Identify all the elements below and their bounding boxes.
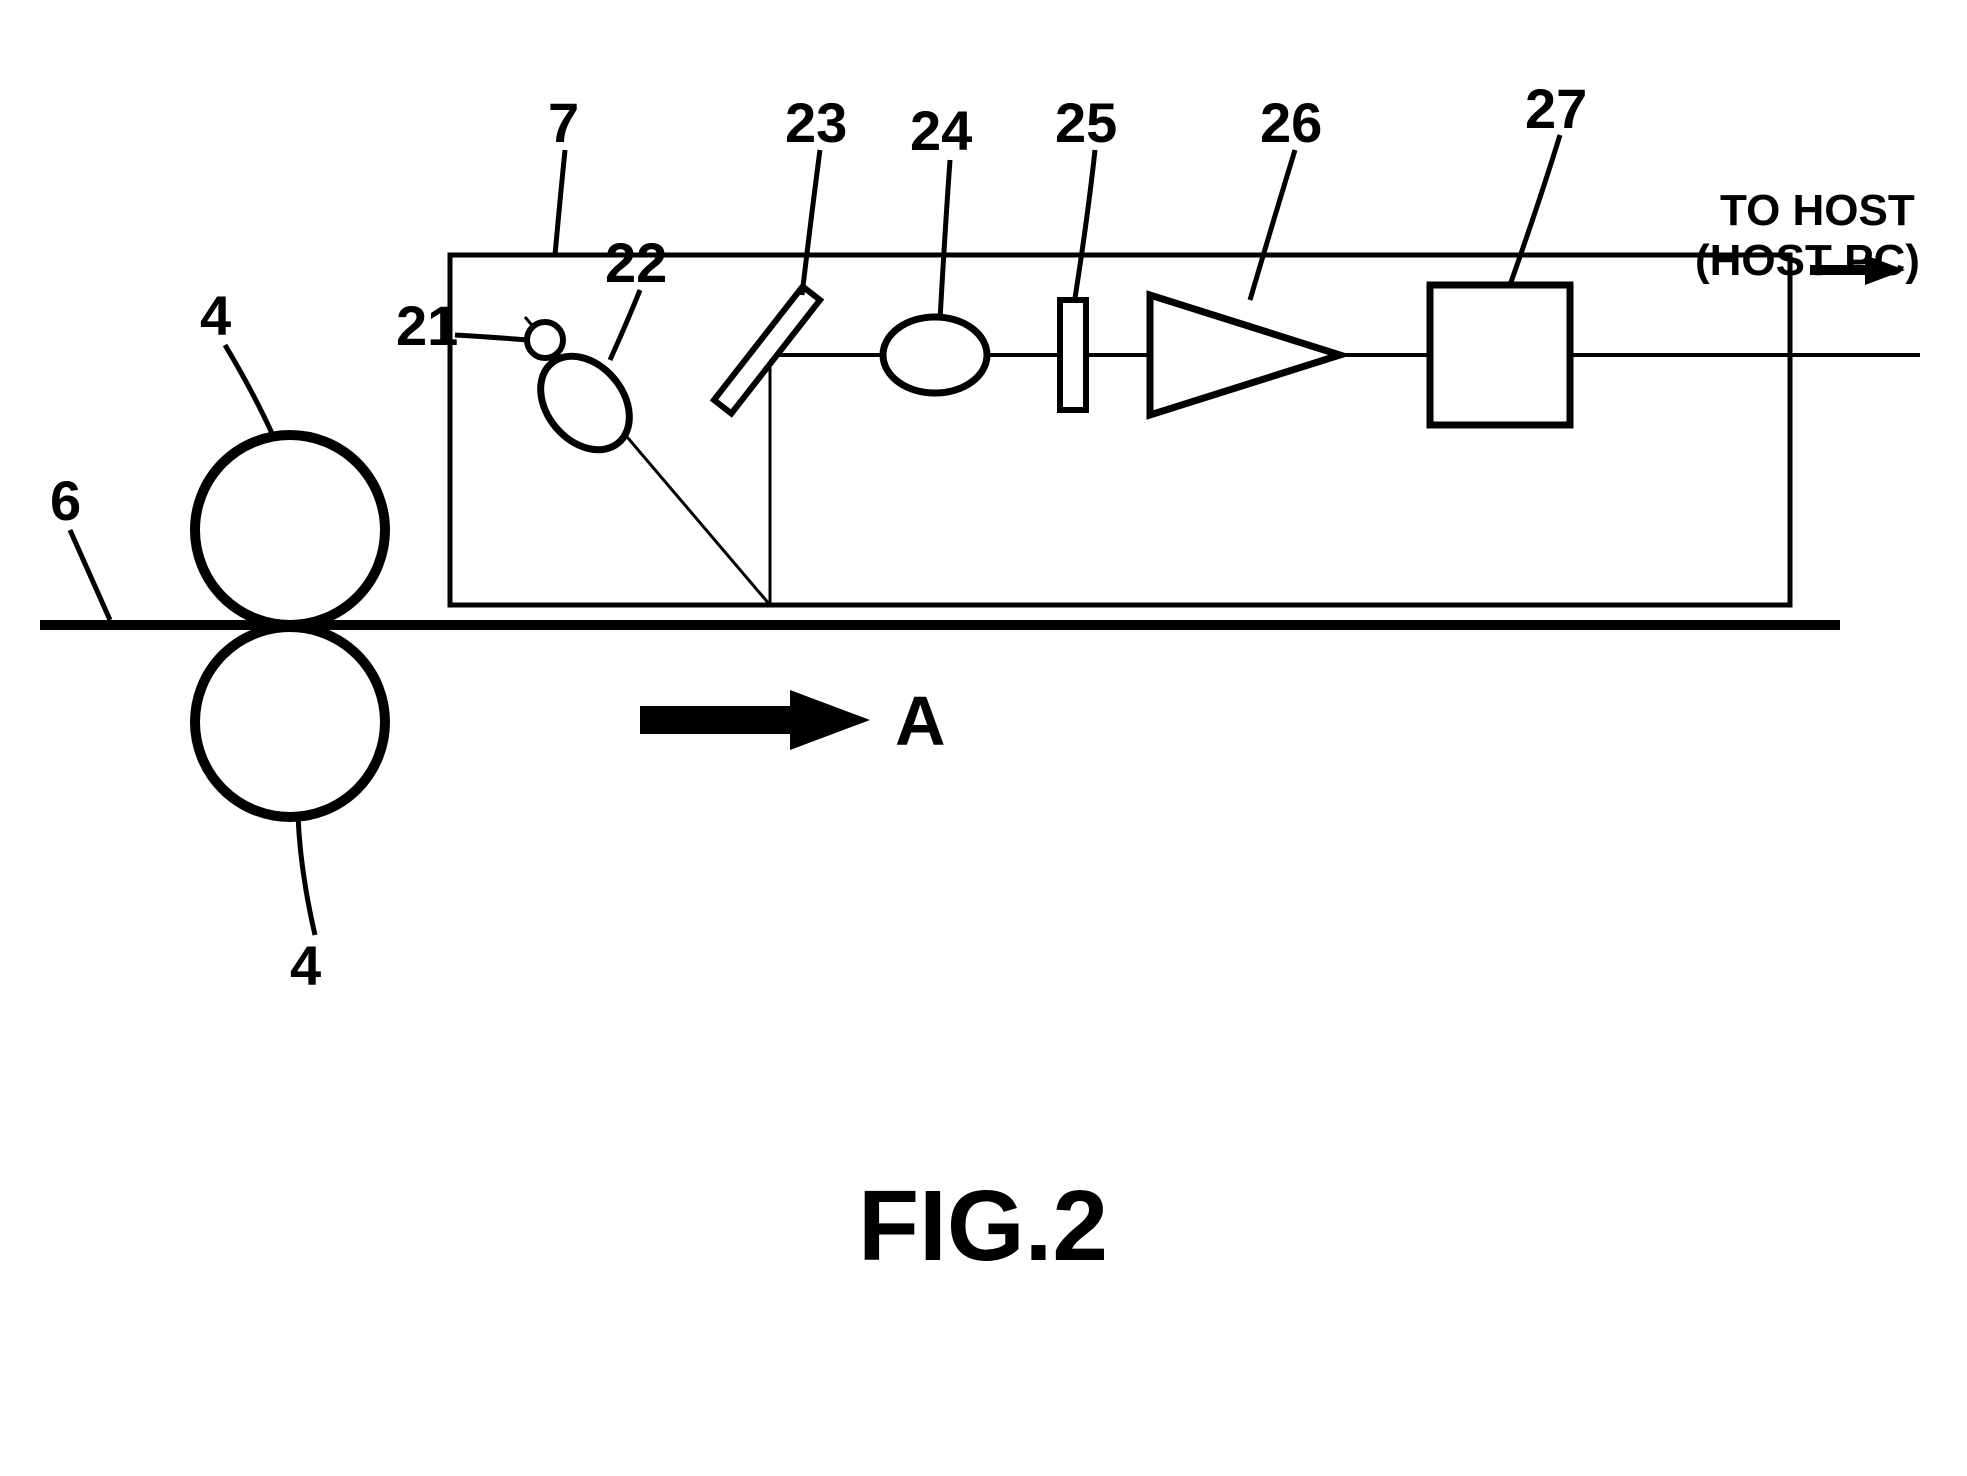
roller-bottom — [195, 627, 385, 817]
ref-21: 21 — [396, 294, 458, 357]
output-label-line2: (HOST PC) — [1695, 236, 1920, 285]
processor — [1430, 285, 1570, 425]
leader-23 — [802, 150, 820, 295]
roller-top — [195, 435, 385, 625]
ref-23: 23 — [785, 91, 847, 154]
housing-box — [450, 255, 1790, 605]
ref-27: 27 — [1525, 77, 1587, 140]
ref-4-bottom: 4 — [290, 934, 321, 997]
output-label-line1: TO HOST — [1720, 186, 1915, 235]
leader-22 — [610, 290, 640, 360]
leader-25 — [1075, 150, 1095, 298]
figure-title: FIG.2 — [858, 1170, 1108, 1282]
light-source-dot — [527, 322, 563, 358]
direction-arrow — [640, 690, 870, 750]
leader-7 — [555, 150, 565, 255]
mirror — [714, 286, 820, 413]
imaging-lens — [883, 317, 987, 393]
direction-label: A — [895, 682, 946, 760]
leader-24 — [940, 160, 950, 320]
leader-27 — [1510, 135, 1560, 285]
ref-25: 25 — [1055, 91, 1117, 154]
sensor — [1060, 300, 1086, 410]
leader-4-bottom — [298, 815, 315, 935]
ref-24: 24 — [910, 99, 972, 162]
ref-4-top: 4 — [200, 284, 231, 347]
ref-6: 6 — [50, 469, 81, 532]
leader-21 — [455, 335, 528, 340]
amplifier — [1150, 295, 1340, 415]
leader-26 — [1250, 150, 1295, 300]
ref-7: 7 — [548, 91, 579, 154]
ref-22: 22 — [605, 231, 667, 294]
leader-6 — [70, 530, 110, 620]
leader-4-top — [225, 345, 275, 440]
figure-svg: A TO HOST (HOST PC) 6 4 4 7 21 22 23 24 … — [0, 0, 1967, 1476]
ref-26: 26 — [1260, 91, 1322, 154]
